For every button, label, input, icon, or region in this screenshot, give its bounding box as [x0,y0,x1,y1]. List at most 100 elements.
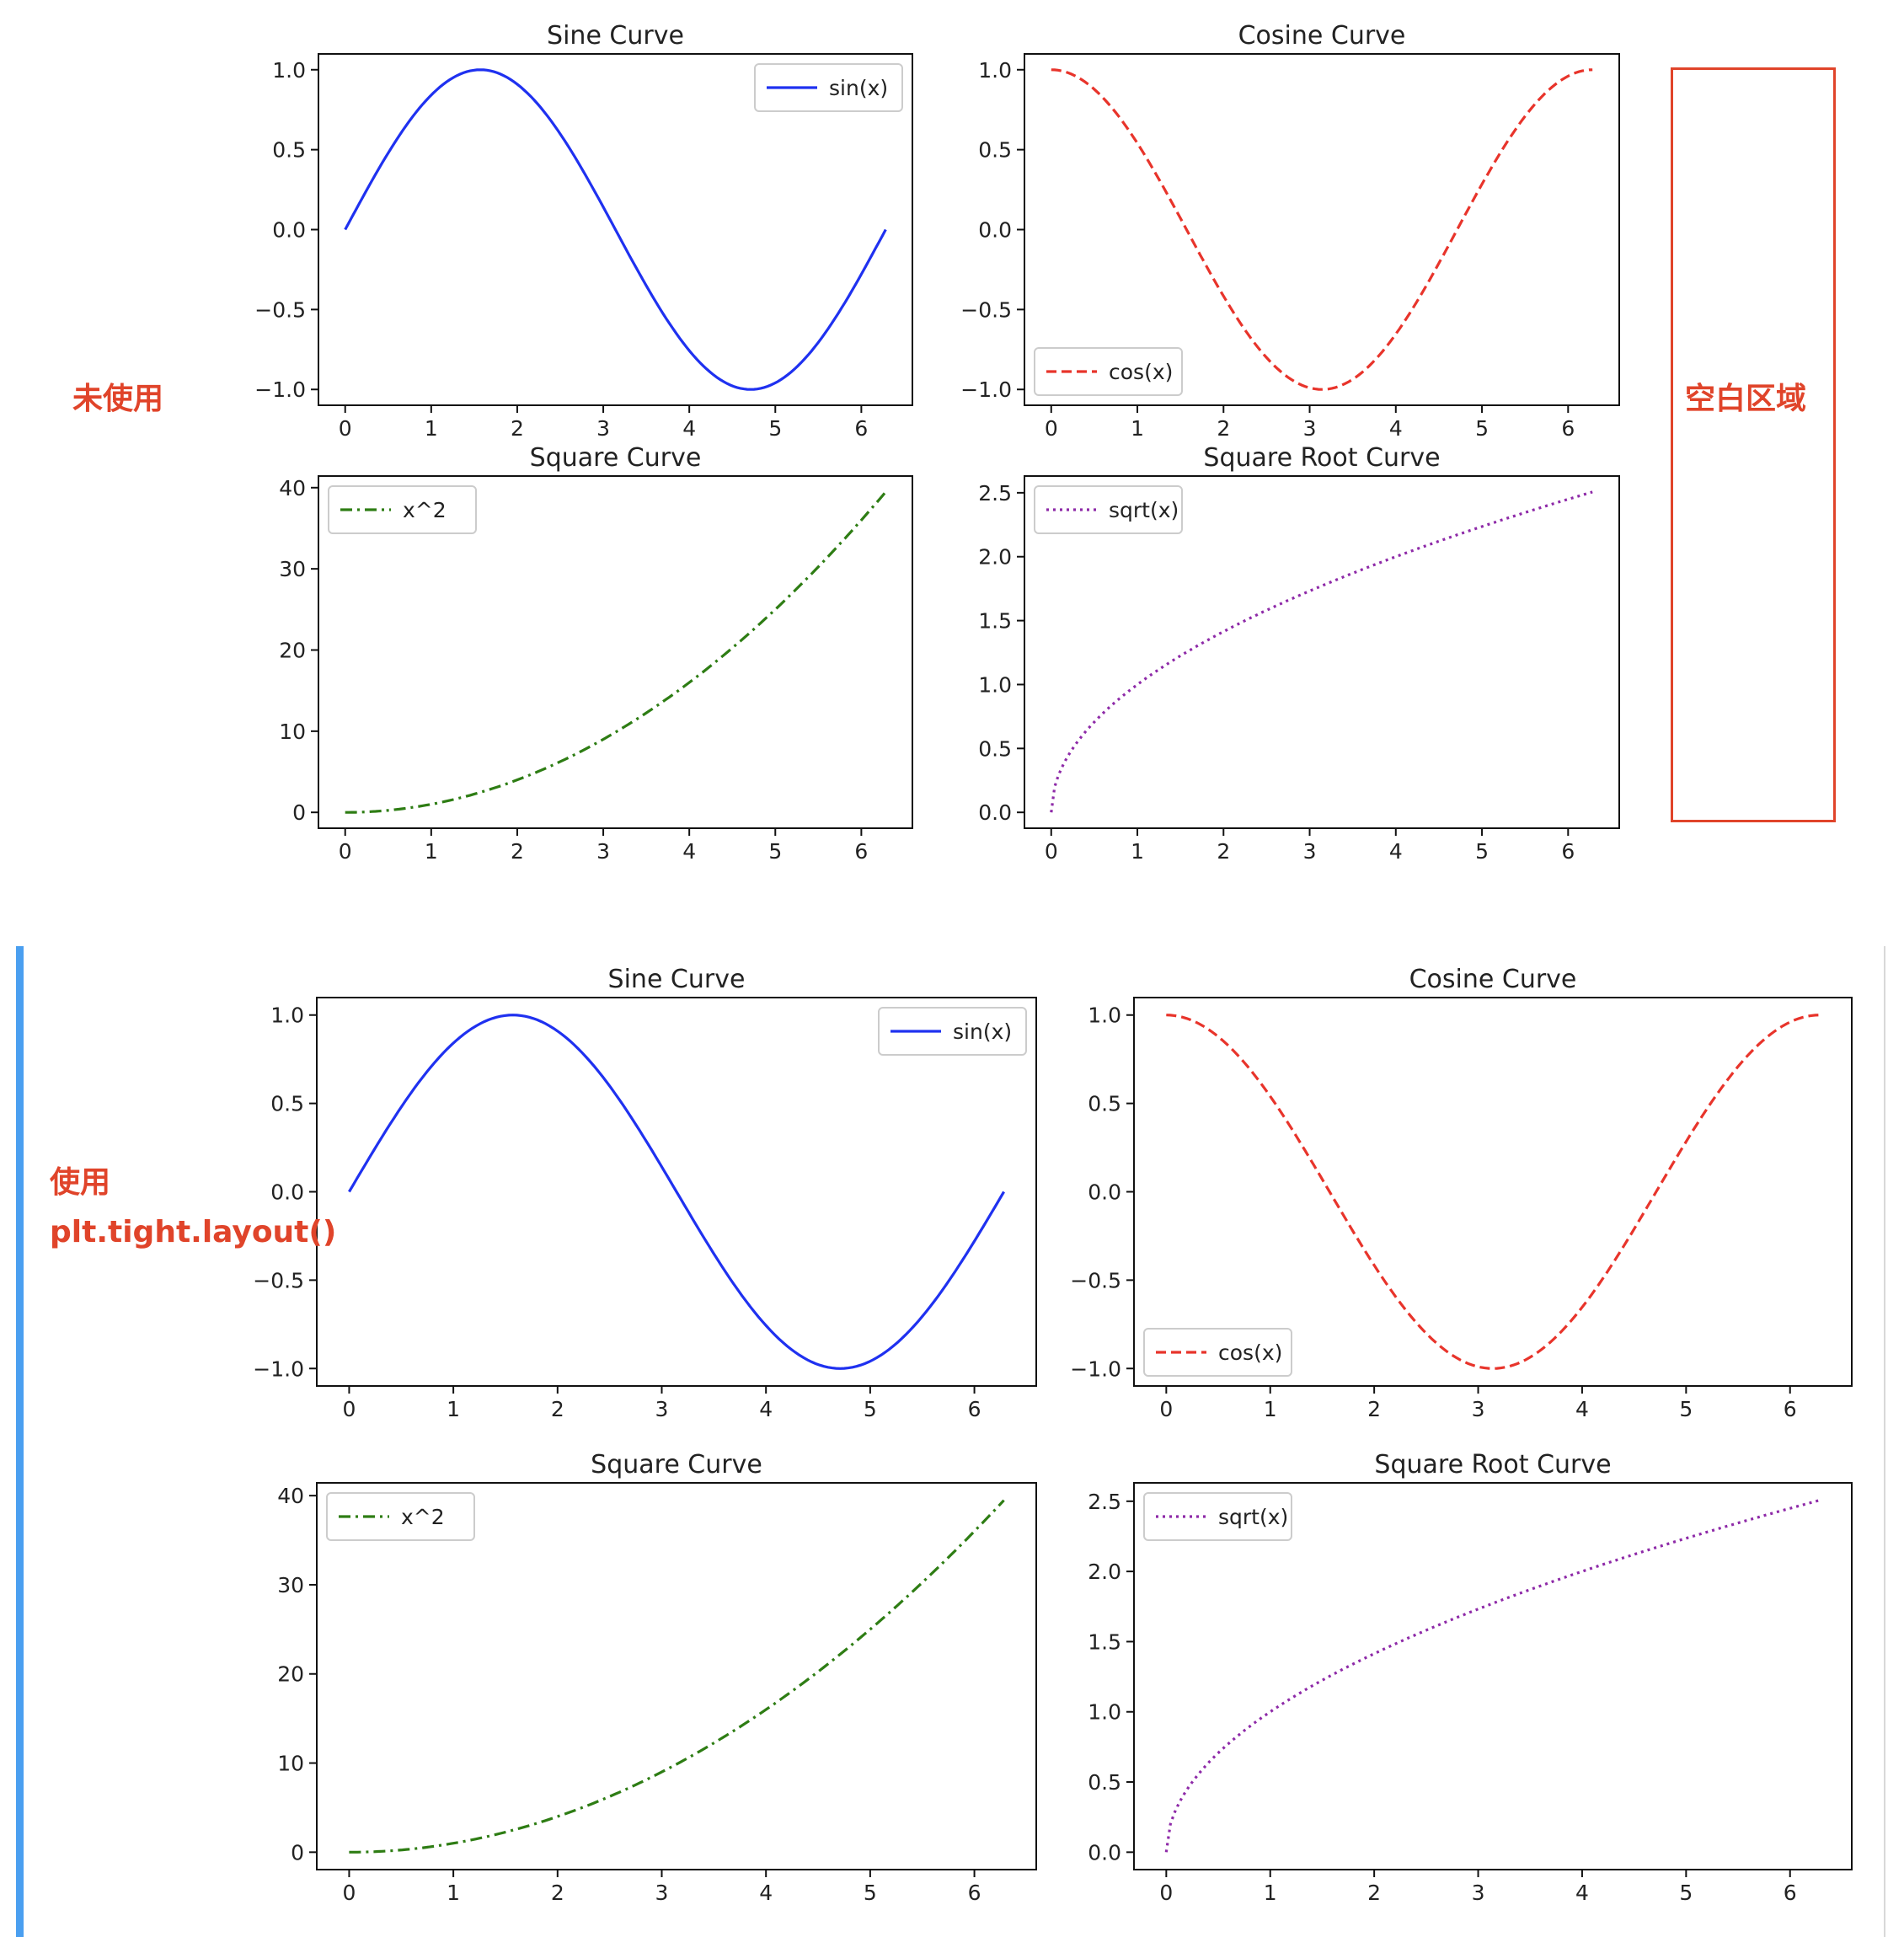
series-line-sin(x) [348,1014,1005,1370]
subplot-2: Cosine Curve 0 1 2 3 4 5 6 −1.0 −0.5 0.0 0.5 1.0 cos(… [960,21,1620,441]
legend: x^2 [326,1492,475,1541]
y-tick-label: 10 [277,1752,304,1776]
x-tick-label: 6 [854,839,868,864]
y-tick-label: 2.0 [1088,1560,1121,1584]
y-tick-label: −1.0 [960,377,1012,402]
x-tick-label: 5 [1679,1881,1693,1905]
y-tick-label: 10 [279,720,306,744]
legend-box [1143,1328,1292,1377]
legend-box [326,1492,475,1541]
legend-box [1034,347,1183,396]
subplot-6: Cosine Curve 0 1 2 3 4 5 6 −1.0 −0.5 0.0 0.5 1.0 cos(… [1070,965,1853,1421]
series-line-x^2 [349,1499,1005,1854]
y-tick-label: 0.0 [1088,1840,1121,1865]
y-tick-label: 0.5 [1088,1770,1121,1795]
y-tick-label: 40 [277,1484,304,1508]
axes-frame [1133,997,1853,1387]
x-tick-label: 3 [1472,1397,1485,1421]
chart-title: Cosine Curve [1238,21,1406,51]
y-tick-label: 0.0 [978,218,1012,243]
y-tick-label: 1.5 [1088,1629,1121,1654]
legend-label: sin(x) [829,76,888,100]
chart-title: Sine Curve [608,965,746,994]
x-tick-label: 0 [1159,1397,1173,1421]
x-tick-label: 2 [511,416,524,441]
x-tick-label: 0 [1159,1881,1173,1905]
x-tick-label: 4 [1575,1397,1589,1421]
blank-area-label: 空白区域 [1685,382,1807,416]
x-tick-label: 1 [425,839,438,864]
x-tick-label: 1 [447,1397,460,1421]
x-tick-label: 5 [768,416,782,441]
legend-box [328,485,477,534]
x-tick-label: 4 [1575,1881,1589,1905]
legend-box [1143,1492,1292,1541]
x-tick-label: 0 [339,416,352,441]
y-tick-label: 2.0 [978,545,1012,570]
x-tick-label: 1 [1131,416,1144,441]
x-tick-label: 4 [759,1397,773,1421]
x-tick-label: 4 [759,1881,773,1905]
x-tick-label: 4 [1389,416,1403,441]
legend-label: sqrt(x) [1109,498,1179,522]
series-line-sqrt(x) [1050,490,1593,813]
series-line-x^2 [345,490,887,814]
chart-title: Square Root Curve [1203,443,1440,473]
y-tick-label: 0.5 [270,1092,304,1116]
x-tick-label: 0 [342,1397,356,1421]
series-line-cos(x) [1166,1014,1820,1370]
x-tick-label: 6 [968,1397,981,1421]
series-line-sin(x) [344,68,887,391]
axes-frame [1024,475,1620,829]
x-tick-label: 5 [864,1881,877,1905]
y-tick-label: 0 [292,800,306,825]
x-tick-label: 2 [1367,1881,1381,1905]
y-tick-label: 2.5 [1088,1490,1121,1514]
y-tick-label: −0.5 [960,297,1012,322]
y-tick-label: −1.0 [1070,1356,1121,1381]
blank-area-box [1671,67,1836,822]
y-tick-label: −1.0 [254,377,306,402]
legend: sqrt(x) [1034,485,1183,534]
y-tick-label: −1.0 [253,1356,304,1381]
right-divider [1884,946,1885,1937]
chart-title: Square Curve [591,1450,762,1480]
series-line-cos(x) [1051,68,1593,391]
x-tick-label: 1 [1131,839,1144,864]
legend-label: sin(x) [953,1019,1012,1044]
y-tick-label: 0.5 [272,138,306,163]
tight-layout-label: plt.tight.layout() [50,1215,337,1249]
x-tick-label: 2 [1367,1397,1381,1421]
y-tick-label: 0.5 [978,138,1012,163]
x-tick-label: 1 [425,416,438,441]
x-tick-label: 6 [1561,416,1575,441]
legend: cos(x) [1034,347,1183,396]
x-tick-label: 0 [339,839,352,864]
y-tick-label: 1.0 [1088,1003,1121,1028]
y-tick-label: 0.0 [270,1180,304,1205]
x-tick-label: 6 [1561,839,1575,864]
x-tick-label: 6 [968,1881,981,1905]
y-tick-label: 0.0 [272,218,306,243]
x-tick-label: 3 [655,1881,669,1905]
subplot-3: Square Curve 0 1 2 3 4 5 6 0 10 20 30 40 x^2 [279,443,913,864]
x-tick-label: 2 [511,839,524,864]
x-tick-label: 2 [1217,416,1230,441]
subplot-8: Square Root Curve 0 1 2 3 4 5 6 0.0 0.5 1.0 1.5 2.0 2… [1088,1450,1853,1905]
series-line-sqrt(x) [1164,1499,1821,1853]
chart-title: Square Root Curve [1374,1450,1611,1480]
x-tick-label: 5 [768,839,782,864]
x-tick-label: 3 [596,839,610,864]
x-tick-label: 1 [447,1881,460,1905]
legend: cos(x) [1143,1328,1292,1377]
y-tick-label: 1.0 [978,672,1012,697]
y-tick-label: 30 [279,557,306,581]
x-tick-label: 4 [1389,839,1403,864]
legend-label: cos(x) [1218,1340,1282,1365]
x-tick-label: 4 [682,839,696,864]
x-tick-label: 4 [682,416,696,441]
y-tick-label: 20 [277,1662,304,1687]
legend: sin(x) [878,1007,1027,1056]
sidebar-accent-bar [16,946,24,1937]
axes-frame [1133,1482,1853,1870]
